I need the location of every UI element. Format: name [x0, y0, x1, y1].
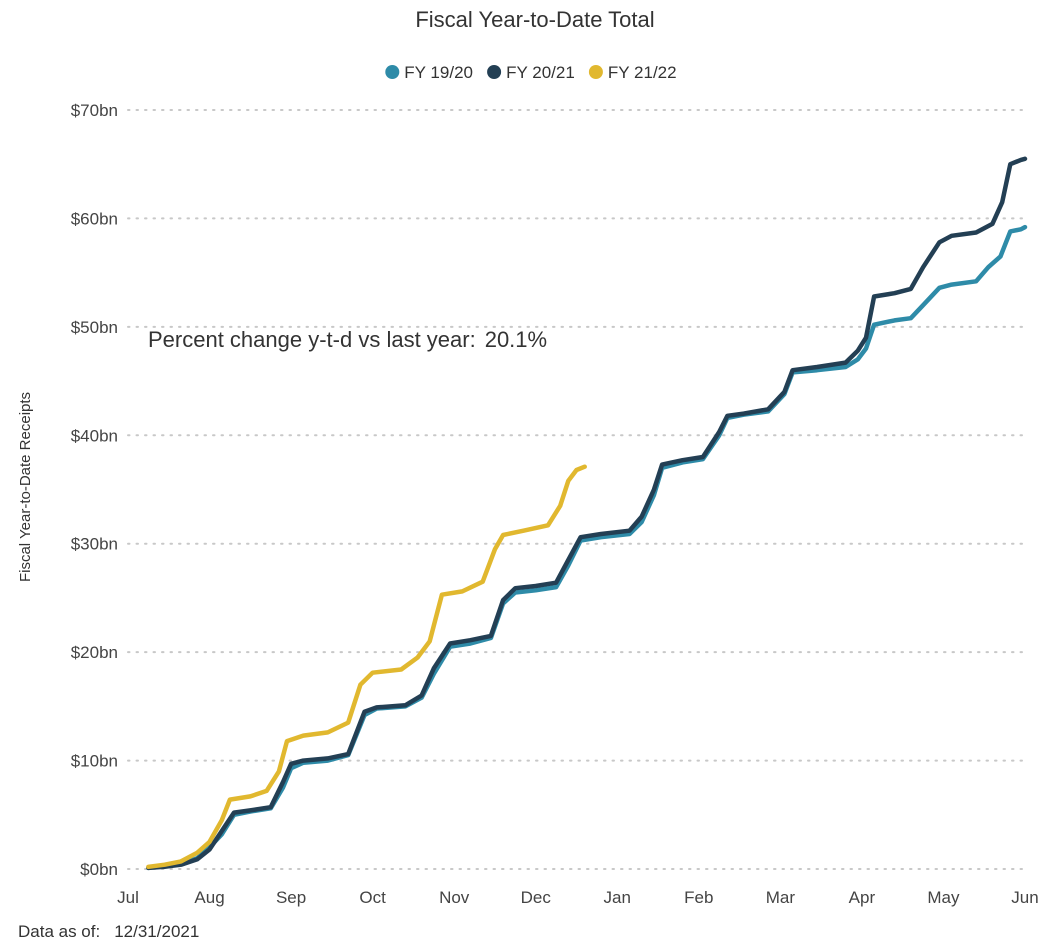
x-tick-label: Feb — [684, 888, 713, 907]
x-tick-label: Sep — [276, 888, 306, 907]
legend-label: FY 20/21 — [506, 63, 575, 82]
legend: FY 19/20 FY 20/21 FY 21/22 — [385, 63, 677, 82]
legend-marker — [588, 65, 603, 79]
legend-item: FY 21/22 — [588, 63, 677, 82]
y-tick-label: $70bn — [71, 101, 118, 120]
y-tick-label: $40bn — [71, 426, 118, 445]
series-lines — [146, 156, 1028, 871]
legend-marker — [487, 65, 502, 79]
x-tick-label: Apr — [849, 888, 876, 907]
y-axis-label: Fiscal Year-to-Date Receipts — [17, 392, 34, 582]
chart-title: Fiscal Year-to-Date Total — [415, 7, 654, 32]
y-tick-label: $50bn — [71, 318, 118, 337]
x-tick-label: Jun — [1011, 888, 1038, 907]
annotation-value: 20.1% — [485, 327, 547, 352]
x-tick-label: Mar — [766, 888, 796, 907]
y-tick-label: $10bn — [71, 752, 118, 771]
legend-item: FY 19/20 — [385, 63, 473, 82]
x-tick-label: Jul — [117, 888, 139, 907]
x-tick-label: May — [927, 888, 960, 907]
x-tick-label: Jan — [604, 888, 631, 907]
footer-date: 12/31/2021 — [114, 922, 200, 941]
x-tick-label: Aug — [194, 888, 224, 907]
x-tick-label: Nov — [439, 888, 470, 907]
legend-item: FY 20/21 — [487, 63, 575, 82]
series-line — [146, 156, 1028, 871]
x-axis-tick-labels: Jul Aug Sep Oct Nov Dec Jan Feb Mar Apr May Jun — [117, 888, 1039, 907]
legend-marker — [385, 65, 400, 79]
y-axis-tick-labels: $0bn $10bn $20bn $30bn $40bn $50bn $60bn $70bn — [71, 101, 118, 879]
x-tick-label: Oct — [359, 888, 386, 907]
y-tick-label: $60bn — [71, 209, 118, 228]
x-tick-label: Dec — [521, 888, 552, 907]
legend-label: FY 21/22 — [608, 63, 677, 82]
series-line — [146, 464, 587, 870]
y-tick-label: $30bn — [71, 535, 118, 554]
grid-lines — [127, 109, 1026, 870]
y-tick-label: $0bn — [80, 860, 118, 879]
annotation-label: Percent change y-t-d vs last year: — [148, 327, 476, 352]
annotation: Percent change y-t-d vs last year: 20.1% — [148, 327, 547, 352]
footer: Data as of: 12/31/2021 — [18, 922, 199, 942]
legend-label: FY 19/20 — [404, 63, 473, 82]
svg-text:Percent change y-t-d vs last y: Percent change y-t-d vs last year: 20.1% — [148, 327, 547, 352]
footer-label: Data as of: — [18, 922, 101, 941]
y-tick-label: $20bn — [71, 643, 118, 662]
